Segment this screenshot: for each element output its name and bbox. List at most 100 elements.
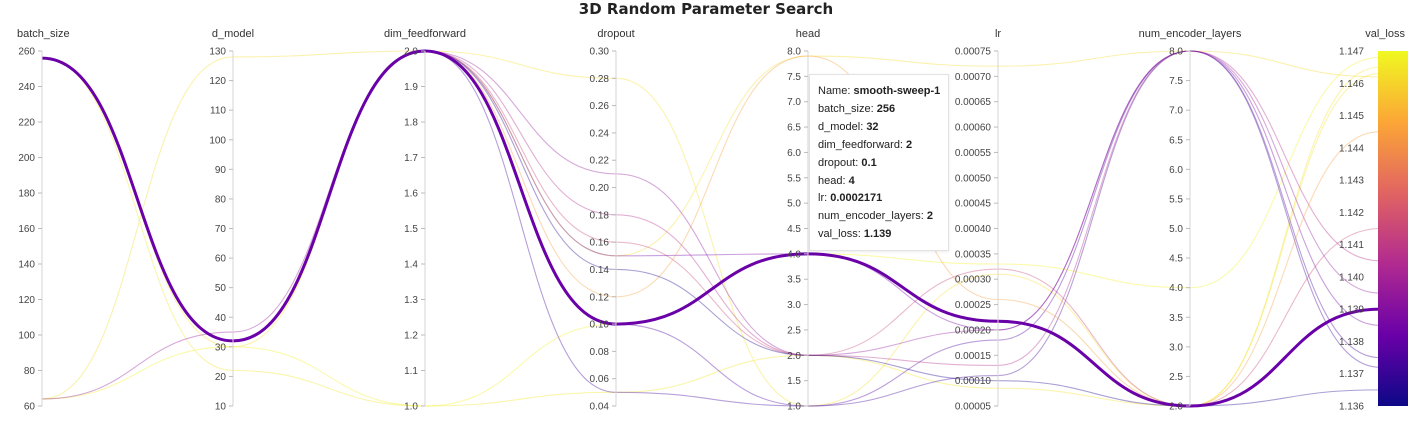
tooltip-label: dropout:: [818, 156, 862, 169]
tick-label: 0.00030: [955, 275, 992, 286]
tick-label: 20: [215, 372, 227, 383]
tick-label: 60: [24, 402, 36, 413]
tick-label: 1.147: [1339, 47, 1364, 58]
tick-label: 7.5: [787, 72, 801, 83]
tick-label: 180: [18, 189, 35, 200]
tick-label: 0.06: [590, 374, 610, 385]
tick-label: 0.00020: [955, 325, 992, 336]
tick-label: 4.0: [787, 249, 801, 260]
tick-label: 40: [215, 313, 227, 324]
tick-label: 0.22: [590, 156, 610, 167]
tick-label: 1.5: [404, 224, 418, 235]
tick-label: 200: [18, 153, 35, 164]
tick-label: 80: [215, 194, 227, 205]
tick-label: 8.0: [787, 47, 801, 58]
tooltip-row: Name: smooth-sweep-1: [818, 83, 940, 101]
tooltip-label: head:: [818, 174, 849, 187]
tick-label: 1.4: [404, 260, 418, 271]
axis-num-encoder-layers: num_encoder_layers 2.0 2.5 3.0 3.5 4.0 4.5 5.0 5…: [1139, 28, 1242, 413]
tick-label: 130: [209, 47, 226, 58]
tick-label: 0.04: [590, 402, 610, 413]
tooltip-label: val_loss:: [818, 228, 864, 241]
tick-label: 1.143: [1339, 176, 1364, 187]
tooltip-row: val_loss: 1.139: [818, 226, 940, 244]
tick-label: 0.00050: [955, 173, 992, 184]
axis-label: val_loss: [1365, 28, 1405, 40]
tick-label: 1.0: [787, 402, 801, 413]
tick-label: 1.7: [404, 153, 418, 164]
tick-label: 3.0: [787, 300, 801, 311]
tick-label: 5.5: [787, 173, 801, 184]
run-line[interactable]: [41, 57, 1381, 407]
tooltip-value: 256: [876, 102, 896, 115]
tooltip-row: lr: 0.0002171: [818, 190, 940, 208]
tick-label: 1.138: [1339, 337, 1364, 348]
tick-label: 1.1: [404, 366, 418, 377]
tick-label: 0.12: [590, 292, 610, 303]
axis-lr: lr 0.00005 0.00010 0.00015 0.00020 0.00025 0.0…: [955, 28, 1002, 413]
tick-label: 0.00035: [955, 249, 992, 260]
tick-label: 1.6: [404, 189, 418, 200]
run-line[interactable]: [41, 50, 1381, 400]
tick-label: 100: [209, 135, 226, 146]
axis-dim-feedforward: dim_feedforward 1.0 1.1 1.2 1.3 1.4 1.5 1.6 1.7 1…: [384, 28, 466, 413]
tick-label: 0.00055: [955, 148, 992, 159]
tooltip-row: batch_size: 256: [818, 101, 940, 119]
tick-label: 0.30: [590, 47, 610, 58]
tick-label: 160: [18, 224, 35, 235]
axis-label: head: [796, 28, 820, 40]
tick-label: 0.00015: [955, 351, 992, 362]
tooltip-label: d_model:: [818, 120, 867, 133]
tick-label: 3.5: [787, 275, 801, 286]
tick-label: 0.16: [590, 238, 610, 249]
axis-batch-size: batch_size 60 80 100 120 140 160 180 200 220 240 26…: [17, 28, 70, 413]
tick-label: 0.00005: [955, 402, 992, 413]
tooltip-value: smooth-sweep-1: [853, 85, 941, 97]
tick-label: 1.0: [404, 402, 418, 413]
tick-label: 7.0: [1169, 106, 1183, 117]
tick-label: 0.14: [590, 265, 610, 276]
tick-label: 6.0: [1169, 165, 1183, 176]
tick-label: 0.10: [590, 320, 610, 331]
axis-d-model: d_model 10 20 30 40 50 60 70 80 90 100 110 120 130: [209, 28, 254, 413]
tooltip-label: batch_size:: [818, 102, 877, 115]
tick-label: 10: [215, 402, 227, 413]
tick-label: 2.0: [404, 47, 418, 58]
run-line[interactable]: [41, 50, 1381, 400]
colorbar-gradient: [1378, 51, 1408, 406]
tick-label: 2.0: [1169, 402, 1183, 413]
tick-label: 4.5: [787, 224, 801, 235]
tick-label: 5.5: [1169, 194, 1183, 205]
tick-label: 1.8: [404, 118, 418, 129]
tick-label: 1.144: [1339, 143, 1364, 154]
tooltip-row: head: 4: [818, 173, 940, 191]
tick-label: 260: [18, 47, 35, 58]
tooltip-value: 2: [926, 210, 933, 223]
axis-label: dim_feedforward: [384, 28, 466, 40]
axis-val-loss: val_loss 1.136 1.137 1.138 1.139 1.140 1.141 1.…: [1339, 28, 1406, 413]
tick-label: 8.0: [1169, 47, 1183, 58]
axis-label: lr: [995, 28, 1001, 40]
colorbar: [1378, 51, 1408, 406]
tick-label: 1.146: [1339, 79, 1364, 90]
tick-label: 0.00075: [955, 47, 992, 58]
axis-label: dropout: [597, 28, 634, 40]
tick-label: 4.0: [1169, 283, 1183, 294]
tooltip-row: num_encoder_layers: 2: [818, 208, 940, 226]
tick-label: 120: [209, 76, 226, 87]
tick-label: 1.2: [404, 331, 418, 342]
tooltip-label: Name:: [818, 85, 854, 97]
tick-label: 1.140: [1339, 272, 1364, 283]
tick-label: 240: [18, 82, 35, 93]
tick-label: 1.9: [404, 82, 418, 93]
axes: batch_size608010012014016018020022024026…: [17, 28, 1405, 413]
chart-title: 3D Random Parameter Search: [579, 0, 833, 18]
axis-head: head 1.0 1.5 2.0 2.5 3.0 3.5 4.0 4.5 5.0 5.5 6.0 6.5…: [787, 28, 820, 413]
tick-label: 0.00065: [955, 97, 992, 108]
tick-label: 1.5: [787, 376, 801, 387]
tick-label: 30: [215, 342, 227, 353]
tick-label: 1.137: [1339, 369, 1364, 380]
tick-label: 5.0: [787, 199, 801, 210]
tick-label: 2.5: [787, 325, 801, 336]
